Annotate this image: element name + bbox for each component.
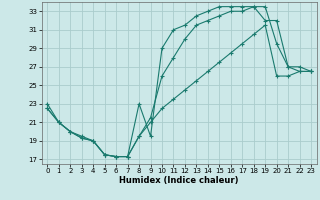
X-axis label: Humidex (Indice chaleur): Humidex (Indice chaleur) xyxy=(119,176,239,185)
